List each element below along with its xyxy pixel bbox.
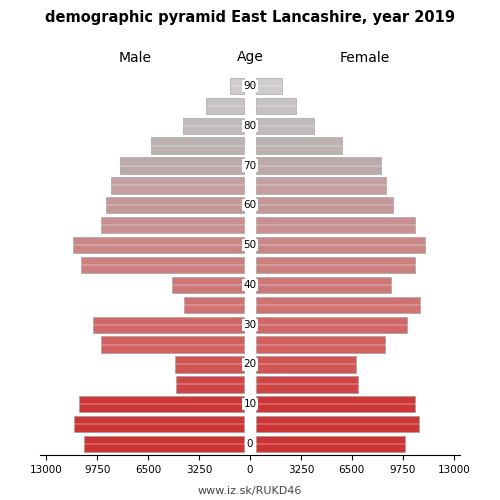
Bar <box>184 296 244 313</box>
Bar <box>120 158 244 174</box>
Bar <box>94 316 244 333</box>
Bar <box>256 257 414 273</box>
Bar <box>152 138 244 154</box>
Bar <box>256 98 296 114</box>
Text: 50: 50 <box>244 240 256 250</box>
Bar <box>74 416 243 432</box>
Bar <box>256 316 406 333</box>
Bar <box>256 336 385 352</box>
Bar <box>256 376 358 392</box>
Bar <box>206 98 244 114</box>
Text: 0: 0 <box>246 439 253 449</box>
Text: 10: 10 <box>244 400 256 409</box>
Text: Female: Female <box>340 50 390 64</box>
Bar <box>256 356 356 372</box>
Bar <box>80 257 243 273</box>
Bar <box>172 276 244 293</box>
Bar <box>256 237 424 254</box>
Bar <box>256 416 420 432</box>
Bar <box>182 118 244 134</box>
Bar <box>256 217 416 234</box>
Bar <box>256 436 405 452</box>
Bar <box>256 276 391 293</box>
Bar <box>101 336 244 352</box>
Bar <box>110 178 244 194</box>
Text: 60: 60 <box>244 200 256 210</box>
Bar <box>79 396 243 412</box>
Bar <box>73 237 243 254</box>
Text: Male: Male <box>118 50 152 64</box>
Bar <box>230 78 243 94</box>
Text: 20: 20 <box>244 360 256 370</box>
Bar <box>256 118 314 134</box>
Bar <box>256 178 386 194</box>
Bar <box>176 376 244 392</box>
Bar <box>84 436 243 452</box>
Text: 80: 80 <box>244 120 256 130</box>
Bar <box>256 78 282 94</box>
Text: 40: 40 <box>244 280 256 290</box>
Text: demographic pyramid East Lancashire, year 2019: demographic pyramid East Lancashire, yea… <box>45 10 455 25</box>
Bar <box>175 356 244 372</box>
Bar <box>256 158 381 174</box>
Bar <box>106 197 244 214</box>
Text: www.iz.sk/RUKD46: www.iz.sk/RUKD46 <box>198 486 302 496</box>
Text: 90: 90 <box>244 81 256 91</box>
Text: Age: Age <box>236 50 264 64</box>
Text: 70: 70 <box>244 160 256 170</box>
Bar <box>256 296 420 313</box>
Bar <box>256 138 342 154</box>
Bar <box>101 217 244 234</box>
Text: 30: 30 <box>244 320 256 330</box>
Bar <box>256 396 414 412</box>
Bar <box>256 197 392 214</box>
